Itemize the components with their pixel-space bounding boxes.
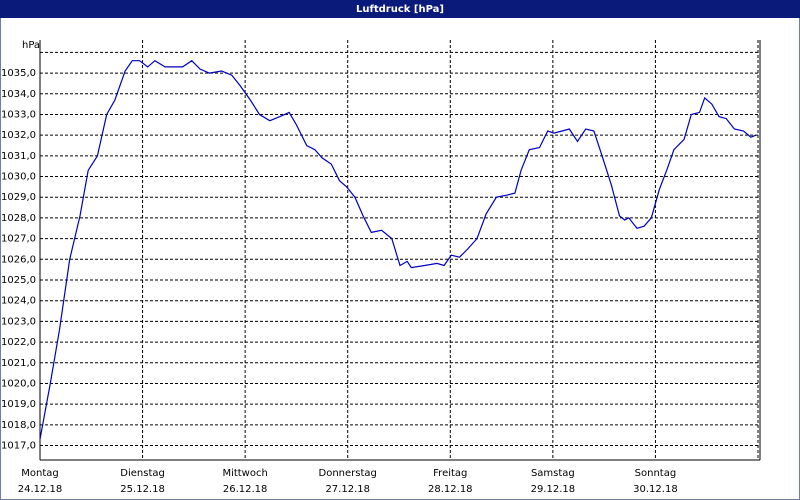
y-tick-label: 1017,0	[1, 441, 36, 452]
x-tick-label: Donnerstag	[319, 468, 377, 479]
x-tick-date: 26.12.18	[223, 484, 268, 495]
y-tick-label: 1035,0	[1, 68, 36, 79]
x-tick-label: Mittwoch	[222, 468, 267, 479]
x-tick-label: Samstag	[531, 468, 575, 479]
x-tick-date: 25.12.18	[120, 484, 165, 495]
title-bar	[0, 0, 800, 18]
x-tick-date: 27.12.18	[325, 484, 370, 495]
y-tick-label: 1021,0	[1, 358, 36, 369]
y-tick-label: 1025,0	[1, 275, 36, 286]
y-tick-label: 1023,0	[1, 316, 36, 327]
y-axis-label: hPa	[22, 40, 40, 51]
y-tick-label: 1026,0	[1, 254, 36, 265]
series-line	[39, 59, 757, 440]
y-tick-label: 1028,0	[1, 213, 36, 224]
y-tick-label: 1018,0	[1, 420, 36, 431]
y-tick-label: 1022,0	[1, 337, 36, 348]
y-tick-label: 1032,0	[1, 130, 36, 141]
chart-title: Luftdruck [hPa]	[356, 4, 444, 15]
x-tick-date: 30.12.18	[633, 484, 678, 495]
x-tick-label: Dienstag	[120, 468, 165, 479]
y-tick-label: 1020,0	[1, 378, 36, 389]
y-tick-label: 1034,0	[1, 89, 36, 100]
x-tick-label: Freitag	[433, 468, 467, 479]
x-tick-date: 24.12.18	[18, 484, 63, 495]
y-tick-label: 1029,0	[1, 192, 36, 203]
x-tick-date: 29.12.18	[531, 484, 576, 495]
x-tick-label: Sonntag	[635, 468, 677, 479]
y-tick-label: 1019,0	[1, 399, 36, 410]
y-tick-label: 1031,0	[1, 151, 36, 162]
y-tick-label: 1024,0	[1, 296, 36, 307]
x-tick-label: Montag	[21, 468, 58, 479]
y-tick-label: 1027,0	[1, 234, 36, 245]
y-tick-label: 1033,0	[1, 109, 36, 120]
x-tick-date: 28.12.18	[428, 484, 473, 495]
y-tick-label: 1030,0	[1, 172, 36, 183]
